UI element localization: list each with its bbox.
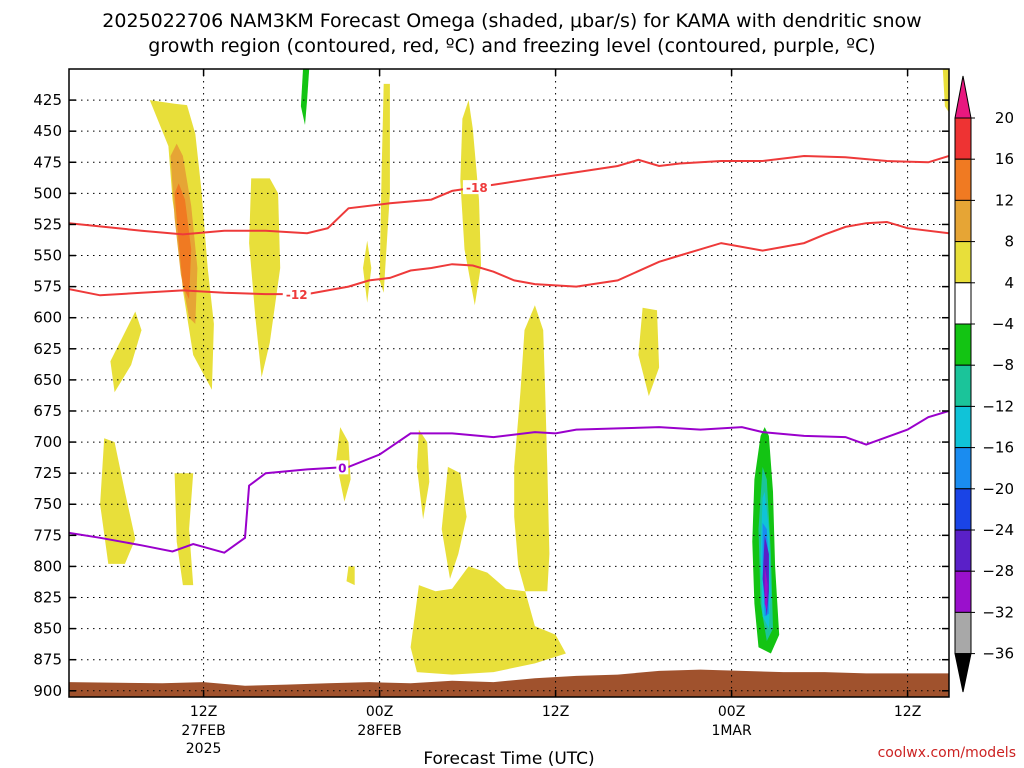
- omega-region: [441, 466, 467, 579]
- contour-label-background: [462, 180, 491, 195]
- colorbar-label: −4: [992, 315, 1014, 333]
- colorbar-bottom-triangle: [954, 653, 972, 693]
- chart-title-line-1: 2025022706 NAM3KM Forecast Omega (shaded…: [102, 10, 921, 32]
- y-tick-label: 800: [33, 557, 62, 575]
- omega-region: [416, 429, 430, 520]
- x-tick-label: 00Z: [366, 704, 393, 720]
- colorbar-label: −24: [982, 521, 1014, 539]
- omega-region: [100, 438, 136, 564]
- colorbar-cell: [954, 488, 972, 531]
- contour-label-background: [282, 287, 311, 302]
- x-tick-label: 00Z: [718, 704, 745, 720]
- colorbar-label: −36: [982, 645, 1014, 663]
- omega-region: [174, 183, 192, 300]
- x-tick-label: 12Z: [894, 704, 921, 720]
- omega-region: [300, 69, 310, 125]
- contour-label: 0: [338, 461, 346, 475]
- y-tick-label: 525: [33, 215, 62, 233]
- colorbar-label: −16: [982, 439, 1014, 457]
- y-tick-label: 650: [33, 371, 62, 389]
- colorbar-cell: [954, 199, 972, 243]
- colorbar-label: 4: [1004, 274, 1014, 292]
- y-tick-label: 850: [33, 620, 62, 638]
- colorbar-cell: [954, 323, 972, 366]
- omega-region: [249, 178, 281, 378]
- omega-region: [460, 100, 481, 306]
- x-tick-date-label: 27FEB: [181, 723, 225, 739]
- colorbar-label: −20: [982, 480, 1014, 498]
- colorbar-cell: [954, 241, 972, 284]
- y-tick-label: 500: [33, 184, 62, 202]
- omega-region: [346, 566, 355, 586]
- y-tick-label: 725: [33, 464, 62, 482]
- omega-region: [764, 566, 768, 610]
- omega-region: [363, 240, 372, 303]
- colorbar-label: −12: [982, 397, 1014, 415]
- x-tick-year-label: 2025: [186, 741, 222, 757]
- colorbar-label: 16: [995, 150, 1014, 168]
- y-axis-ticks: 425 450 475 500 525 550 575 600 625 650 675 700 725 7…: [33, 91, 949, 700]
- colorbar-label: 20: [995, 109, 1014, 127]
- x-tick-label: 12Z: [542, 704, 569, 720]
- colorbar-cell: [954, 282, 972, 325]
- colorbar-cell: [954, 529, 972, 572]
- colorbar-top-triangle: [954, 75, 972, 119]
- omega-region: [410, 305, 566, 675]
- omega-region: [174, 473, 194, 586]
- contour-line: [69, 154, 949, 236]
- contours: -18 -12 0: [69, 154, 949, 554]
- omega-shading: [100, 69, 949, 675]
- colorbar-label: 8: [1004, 233, 1014, 251]
- y-tick-label: 700: [33, 433, 62, 451]
- y-tick-label: 900: [33, 682, 62, 700]
- colorbar-cell: [954, 158, 972, 201]
- omega-region: [379, 83, 390, 293]
- plot-frame: [68, 68, 950, 698]
- credit-text: coolwx.com/models: [878, 745, 1016, 761]
- terrain-fill: [69, 669, 949, 697]
- y-tick-label: 875: [33, 651, 62, 669]
- y-tick-label: 450: [33, 122, 62, 140]
- y-tick-label: 550: [33, 247, 62, 265]
- colorbar-label: −32: [982, 603, 1014, 621]
- contour-label: -12: [286, 288, 308, 302]
- colorbar-label: −28: [982, 562, 1014, 580]
- colorbar-cell: [954, 611, 972, 655]
- contour-label-background: [336, 460, 349, 475]
- grid: [69, 69, 949, 697]
- colorbar-cell: [954, 570, 972, 613]
- y-tick-label: 575: [33, 278, 62, 296]
- y-tick-label: 475: [33, 153, 62, 171]
- chart-title-line-2: growth region (contoured, red, ºC) and f…: [148, 35, 875, 57]
- x-tick-label: 12Z: [190, 704, 217, 720]
- omega-region: [638, 307, 660, 397]
- colorbar-cell: [954, 405, 972, 449]
- y-tick-label: 625: [33, 340, 62, 358]
- x-axis-ticks: 12Z 27FEB 2025 00Z 28FEB 12Z 00Z 1MAR 12Z: [181, 69, 921, 757]
- colorbar-cell: [954, 447, 972, 490]
- y-tick-label: 600: [33, 309, 62, 327]
- y-tick-label: 775: [33, 526, 62, 544]
- colorbar-cell: [954, 364, 972, 407]
- x-tick-date-label: 28FEB: [357, 723, 401, 739]
- y-tick-label: 825: [33, 589, 62, 607]
- omega-region: [942, 69, 949, 113]
- contour-line: [69, 220, 949, 297]
- x-axis-label: Forecast Time (UTC): [423, 749, 594, 768]
- omega-region: [110, 311, 142, 393]
- x-tick-date-label: 1MAR: [711, 723, 752, 739]
- colorbar-cell: [954, 117, 972, 160]
- y-tick-label: 750: [33, 495, 62, 513]
- y-tick-label: 675: [33, 402, 62, 420]
- colorbar: 20 16 12 8 4 −4 −8 −12 −16 −20 −24 −28 −32 −36: [954, 75, 1014, 693]
- contour-label: -18: [466, 181, 488, 195]
- contour-line: [69, 410, 949, 554]
- plot-area: -18 -12 0: [68, 68, 950, 698]
- colorbar-label: −8: [992, 356, 1014, 374]
- colorbar-label: 12: [995, 191, 1014, 209]
- y-tick-label: 425: [33, 91, 62, 109]
